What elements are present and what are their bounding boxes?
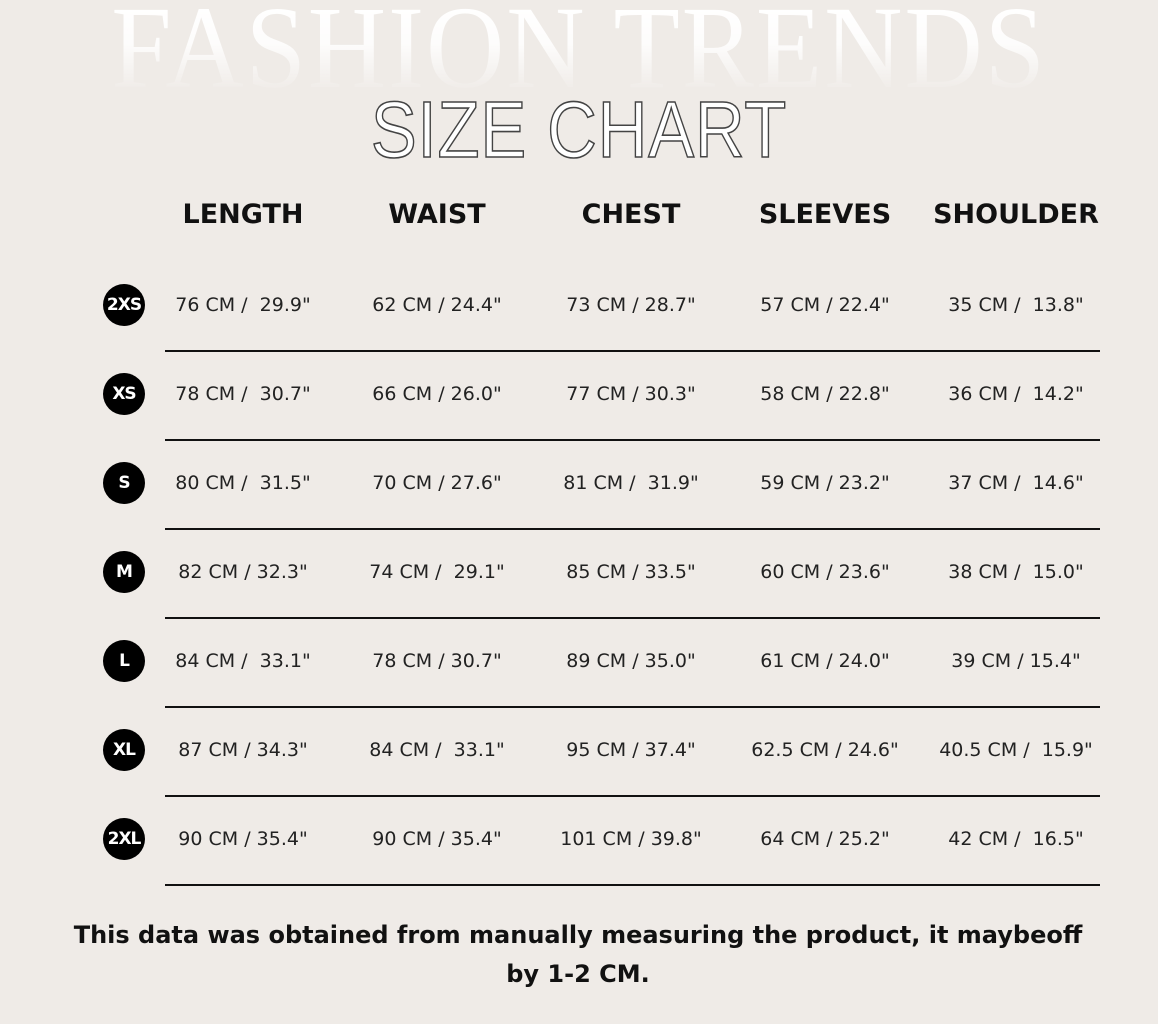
table-cell: 87 CM / 34.3" [178,739,308,761]
table-cell: 80 CM / 31.5" [175,472,311,494]
background-watermark-text: FASHION TRENDS [46,2,1111,94]
table-cell: 82 CM / 32.3" [178,561,308,583]
table-cell: 84 CM / 33.1" [175,650,311,672]
row-divider [165,439,1100,441]
table-cell: 90 CM / 35.4" [178,828,308,850]
table-cell: 64 CM / 25.2" [760,828,890,850]
row-divider [165,706,1100,708]
table-cell: 60 CM / 23.6" [760,561,890,583]
table-cell: 35 CM / 13.8" [948,294,1084,316]
table-cell: 85 CM / 33.5" [566,561,696,583]
row-divider [165,350,1100,352]
table-cell: 40.5 CM / 15.9" [939,739,1093,761]
table-cell: 62.5 CM / 24.6" [751,739,899,761]
size-badge: 2XS [103,284,145,326]
table-cell: 101 CM / 39.8" [560,828,702,850]
table-cell: 74 CM / 29.1" [369,561,505,583]
size-badge: XS [103,373,145,415]
column-header: SLEEVES [758,199,892,230]
table-cell: 90 CM / 35.4" [372,828,502,850]
row-divider [165,795,1100,797]
table-cell: 58 CM / 22.8" [760,383,890,405]
size-badge: M [103,551,145,593]
table-cell: 62 CM / 24.4" [372,294,502,316]
table-cell: 84 CM / 33.1" [369,739,505,761]
table-cell: 36 CM / 14.2" [948,383,1084,405]
table-cell: 77 CM / 30.3" [566,383,696,405]
table-cell: 57 CM / 22.4" [760,294,890,316]
size-badge: XL [103,729,145,771]
column-header: SHOULDER [933,199,1099,230]
table-cell: 73 CM / 28.7" [566,294,696,316]
row-divider [165,617,1100,619]
table-cell: 42 CM / 16.5" [948,828,1084,850]
size-badge: 2XL [103,818,145,860]
table-cell: 59 CM / 23.2" [760,472,890,494]
row-divider [165,528,1100,530]
table-cell: 81 CM / 31.9" [563,472,699,494]
table-cell: 76 CM / 29.9" [175,294,311,316]
table-cell: 78 CM / 30.7" [372,650,502,672]
table-cell: 61 CM / 24.0" [760,650,890,672]
table-cell: 37 CM / 14.6" [948,472,1084,494]
table-cell: 66 CM / 26.0" [372,383,502,405]
table-cell: 70 CM / 27.6" [372,472,502,494]
size-badge: S [103,462,145,504]
table-cell: 95 CM / 37.4" [566,739,696,761]
measurement-note: This data was obtained from manually mea… [73,921,1083,988]
table-cell: 78 CM / 30.7" [175,383,311,405]
size-badge: L [103,640,145,682]
table-cell: 89 CM / 35.0" [566,650,696,672]
page-title: SIZE CHART [370,85,788,174]
column-header: WAIST [388,199,486,230]
table-cell: 38 CM / 15.0" [948,561,1084,583]
table-cell: 39 CM / 15.4" [951,650,1081,672]
column-header: CHEST [581,199,681,230]
column-header: LENGTH [182,199,304,230]
row-divider [165,884,1100,886]
